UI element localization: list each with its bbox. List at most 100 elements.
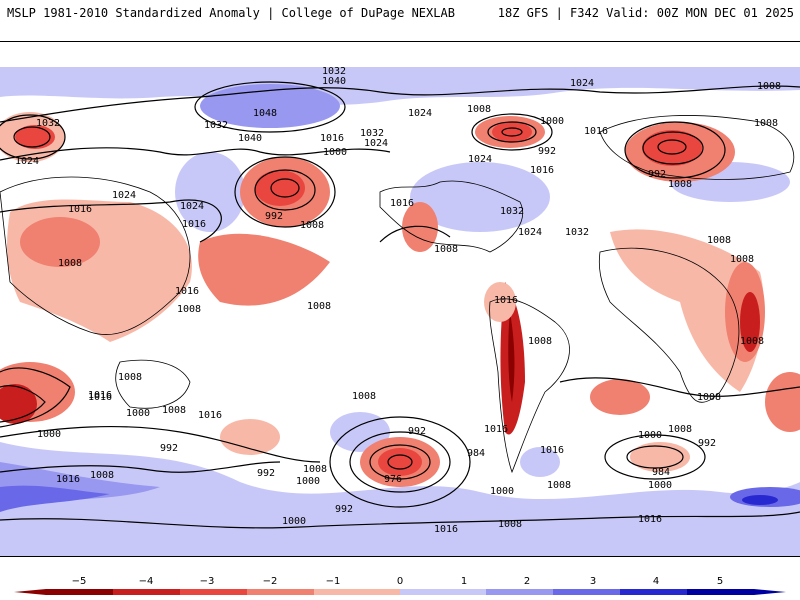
anomaly-region	[742, 495, 778, 505]
isobar-label: 1032	[36, 118, 60, 129]
isobar-label: 1000	[540, 116, 564, 127]
isobar	[471, 113, 553, 151]
colorbar-bin	[113, 589, 180, 595]
isobar-label: 1016	[88, 390, 112, 401]
isobar-label: 1016	[320, 133, 344, 144]
anomaly-region	[590, 379, 650, 415]
isobar	[657, 139, 687, 155]
isobar	[234, 156, 336, 228]
anomaly-region	[0, 384, 37, 424]
isobar-label: 1016	[584, 126, 608, 137]
isobar	[0, 114, 66, 160]
anomaly-region	[0, 485, 110, 512]
isobar-label: 1008	[668, 179, 692, 190]
isobar-label: 992	[648, 169, 666, 180]
isobar-label: 1016	[494, 295, 518, 306]
isobar	[642, 131, 704, 165]
isobar-label: 1008	[730, 254, 754, 265]
anomaly-region	[610, 229, 764, 392]
anomaly-region	[484, 282, 516, 322]
isobar-label: 1008	[307, 301, 331, 312]
colorbar-bin	[247, 589, 314, 595]
isobar-label: 1008	[757, 81, 781, 92]
coastline	[599, 115, 795, 180]
colorbar-bin	[687, 589, 754, 595]
isobar-label: 1008	[300, 220, 324, 231]
isobar-label: 1016	[530, 165, 554, 176]
colorbar-bin	[486, 589, 553, 595]
isobar-label: 992	[698, 438, 716, 449]
isobar	[0, 511, 800, 529]
isobar-label: 1000	[323, 147, 347, 158]
anomaly-region	[740, 292, 760, 352]
isobar-label: 1000	[638, 430, 662, 441]
isobar-label: 1000	[126, 408, 150, 419]
anomaly-map: 1032 1040 1024 1008 1032 1048 1032 1040 …	[0, 66, 800, 556]
isobar-label: 1016	[198, 410, 222, 421]
isobar	[0, 147, 391, 161]
isobar-label: 1032	[204, 120, 228, 131]
isobar-label: 992	[335, 504, 353, 515]
colorbar-bin	[314, 589, 400, 595]
anomaly-shading	[0, 67, 800, 556]
colorbar-tick: 3	[590, 576, 596, 587]
isobar-label: 1016	[540, 445, 564, 456]
isobar-label: 1032	[565, 227, 589, 238]
isobar-label: 1008	[707, 235, 731, 246]
isobar-label: 1024	[364, 138, 388, 149]
anomaly-region	[520, 447, 560, 477]
isobar-label: 1008	[162, 405, 186, 416]
isobar-label: 1000	[296, 476, 320, 487]
isobar	[0, 367, 71, 428]
isobar	[254, 169, 316, 211]
isobar	[624, 121, 726, 179]
isobar-label: 1024	[180, 201, 204, 212]
anomaly-region	[492, 122, 532, 142]
model-run-info: 18Z GFS | F342 Valid: 00Z MON DEC 01 202…	[497, 6, 794, 20]
anomaly-region	[255, 170, 305, 206]
colorbar-bin	[620, 589, 687, 595]
isobar-label: 1008	[740, 336, 764, 347]
isobar-label: 1008	[90, 470, 114, 481]
colorbar-tick: −3	[200, 576, 215, 587]
coastline	[598, 247, 740, 403]
isobar-label: 1024	[112, 190, 136, 201]
isobar-label: 984	[652, 467, 670, 478]
isobar-label: 1016	[390, 198, 414, 209]
anomaly-region	[0, 67, 800, 105]
isobar-label: 1040	[322, 76, 346, 87]
isobar	[369, 444, 431, 480]
colorbar-bin	[553, 589, 620, 595]
isobar-label: 1008	[58, 258, 82, 269]
isobar	[501, 127, 523, 137]
isobar-label: 976	[384, 474, 402, 485]
coastline	[115, 359, 191, 409]
isobar-label: 1032	[322, 66, 346, 77]
isobar-label: 1024	[408, 108, 432, 119]
isobar-label: 1040	[238, 133, 262, 144]
colorbar: −5 −4 −3 −2 −1 0 1 2 3 4 5	[14, 576, 786, 595]
isobar-label: 1024	[468, 154, 492, 165]
colorbar-bin	[180, 589, 247, 595]
isobar-label: 1008	[467, 104, 491, 115]
isobar-label: 992	[160, 443, 178, 454]
isobar-label: 1008	[303, 464, 327, 475]
isobar	[194, 81, 346, 133]
isobar	[559, 377, 800, 397]
map-panel: 1032 1040 1024 1008 1032 1048 1032 1040 …	[0, 41, 800, 557]
anomaly-region	[15, 125, 55, 149]
isobar-label: 992	[408, 426, 426, 437]
isobar-label: 1032	[360, 128, 384, 139]
isobar-labels: 1032 1040 1024 1008 1032 1048 1032 1040 …	[15, 66, 781, 535]
isobar-label: 992	[257, 468, 275, 479]
anomaly-region	[410, 162, 550, 232]
anomaly-region	[378, 448, 422, 476]
anomaly-region	[198, 233, 330, 306]
isobar-label: 1024	[15, 156, 39, 167]
colorbar-tick: −5	[72, 576, 87, 587]
isobar-label: 1016	[484, 424, 508, 435]
colorbar-ticks: −5 −4 −3 −2 −1 0 1 2 3 4 5	[72, 576, 724, 587]
colorbar-tick: 0	[397, 576, 403, 587]
anomaly-region	[402, 202, 438, 252]
isobar-label: 1016	[88, 392, 112, 403]
